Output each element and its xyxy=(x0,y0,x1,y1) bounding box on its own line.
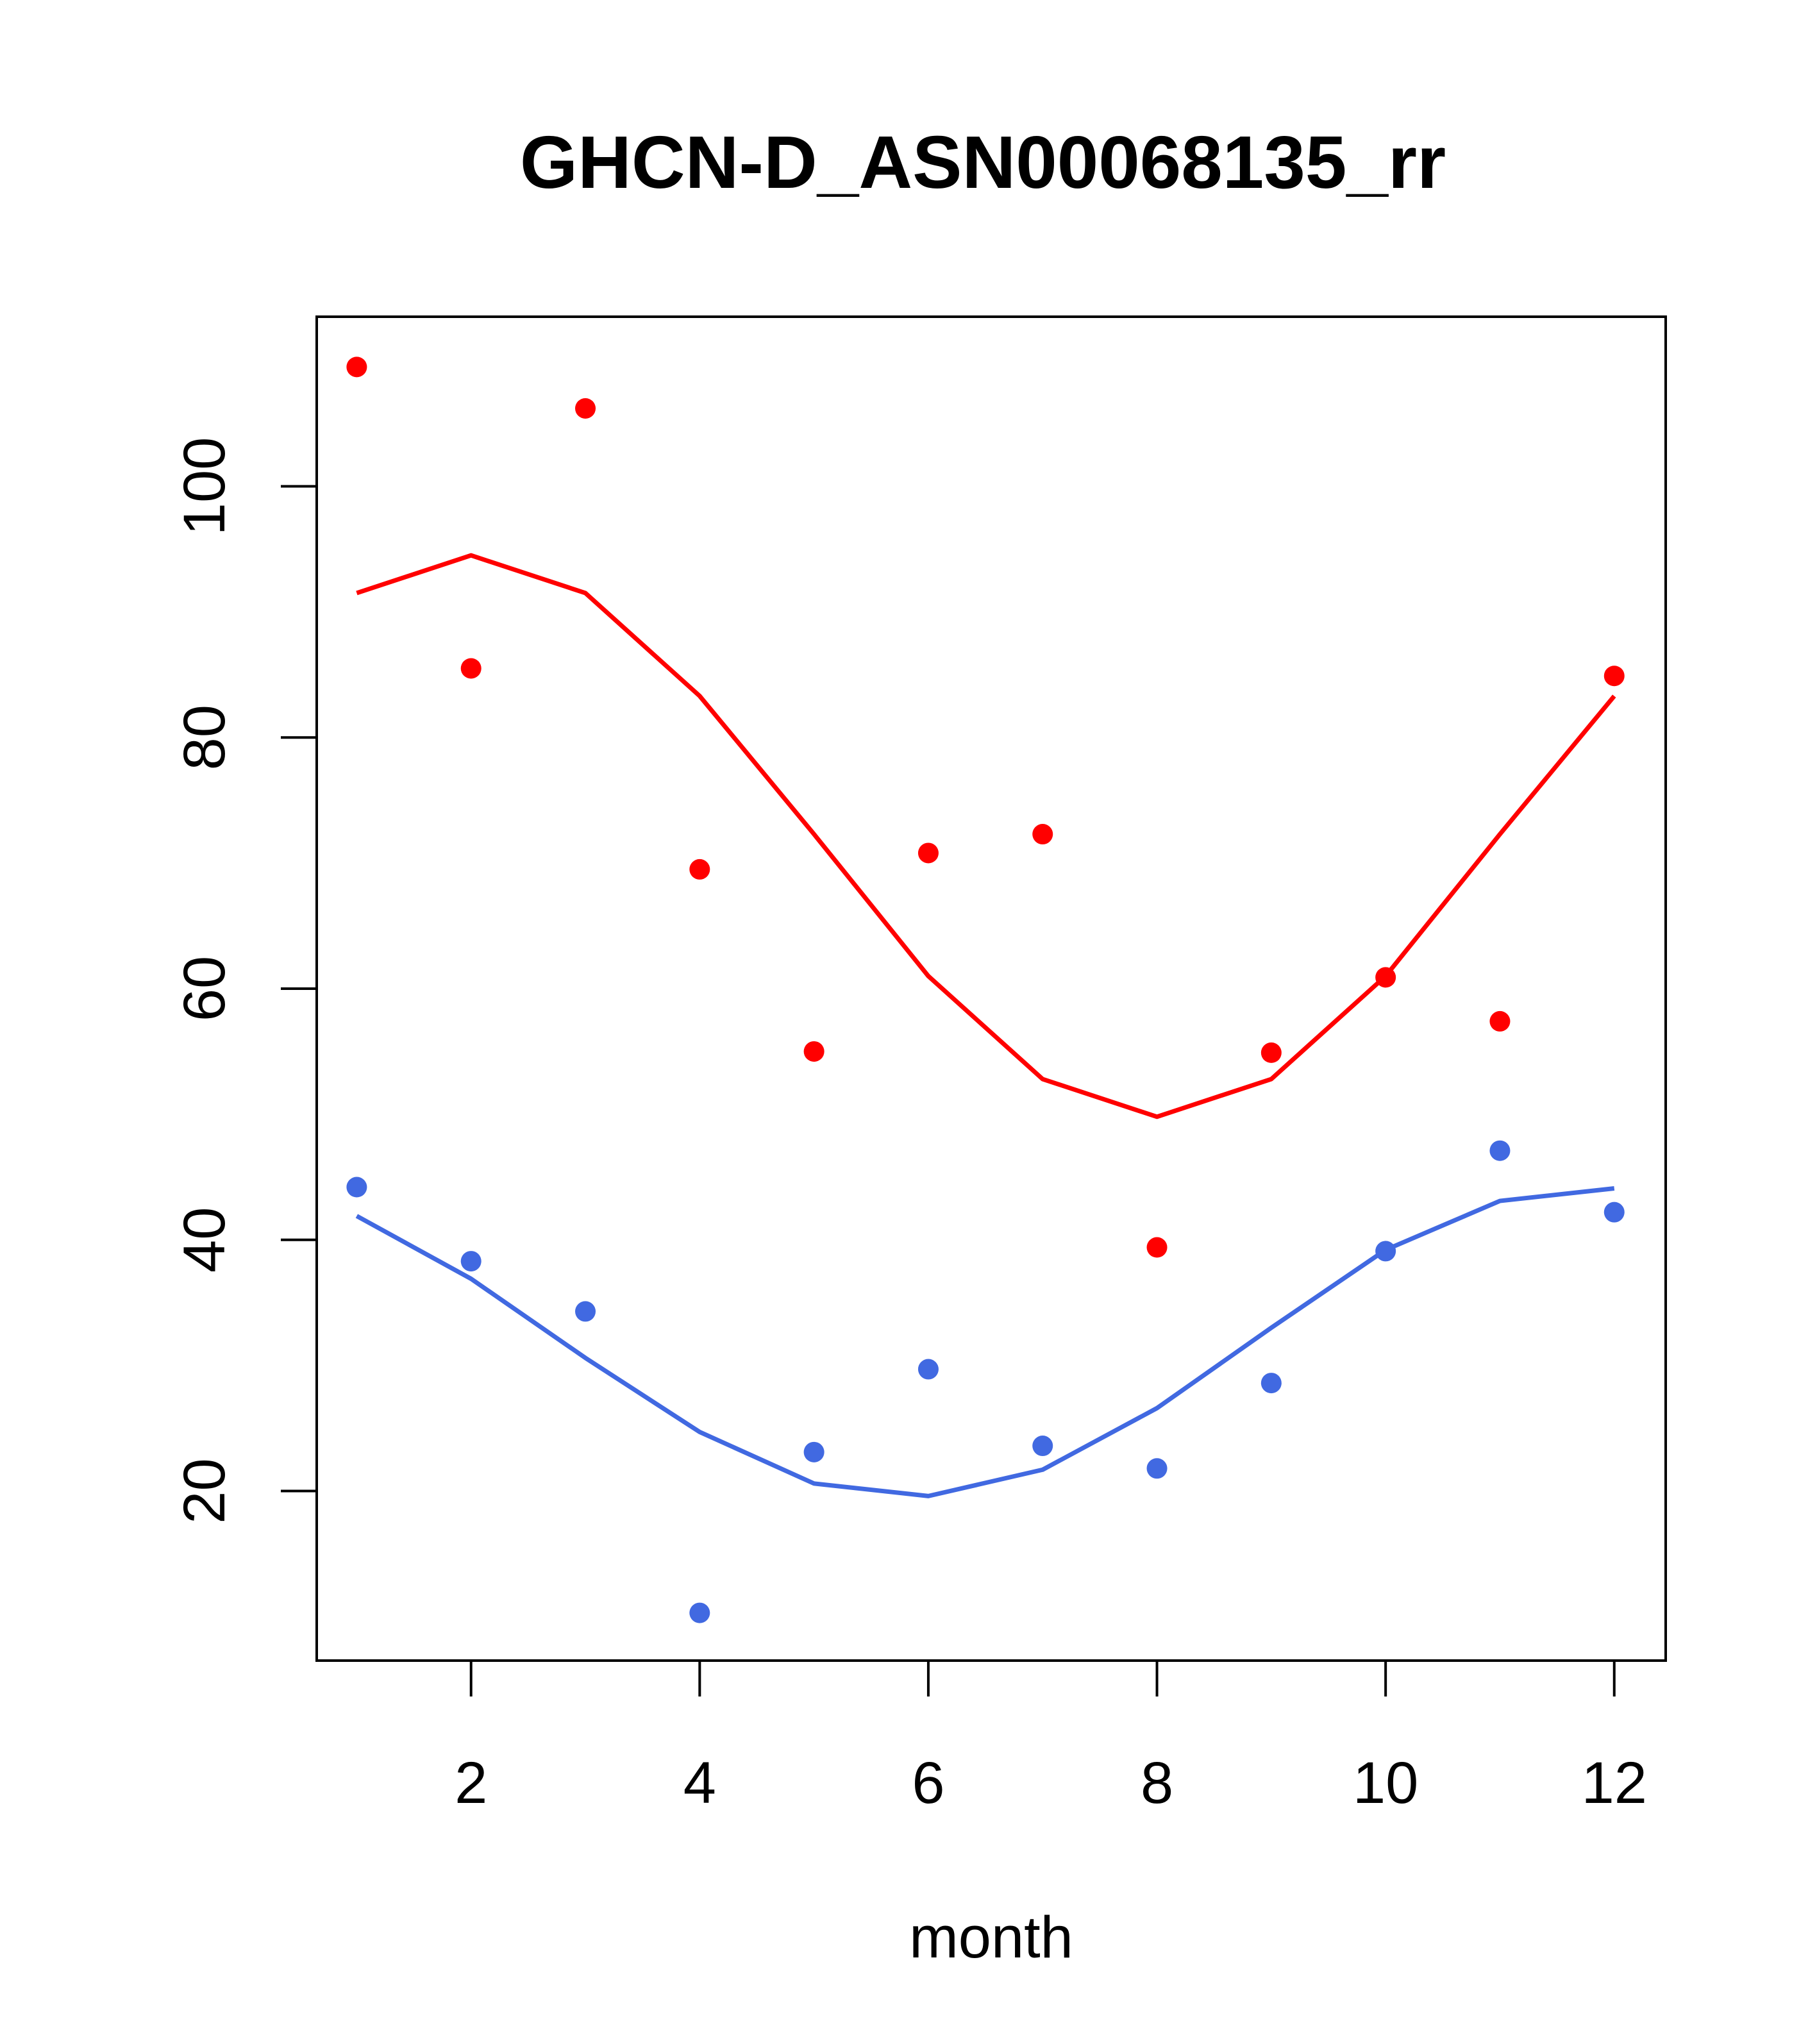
series-1-point xyxy=(1260,1373,1282,1394)
series-0-point xyxy=(1489,1010,1511,1032)
series-0-point xyxy=(1375,967,1396,988)
series-0-point xyxy=(1032,824,1053,845)
series-1-point xyxy=(917,1359,939,1380)
series-1-point xyxy=(346,1177,367,1198)
series-1-point xyxy=(1603,1202,1625,1223)
x-axis-label: month xyxy=(909,1905,1073,1970)
x-tick-label: 2 xyxy=(455,1750,487,1816)
y-tick-label: 80 xyxy=(172,705,237,770)
x-tick-label: 6 xyxy=(912,1750,944,1816)
x-axis: 2 4 6 8 10 12 xyxy=(455,1659,1647,1816)
series-layer xyxy=(346,356,1625,1623)
series-0-point xyxy=(575,398,596,419)
series-0-point xyxy=(1603,666,1625,687)
series-0-point xyxy=(917,842,939,864)
y-tick-label: 20 xyxy=(172,1458,237,1523)
chart-title: GHCN-D_ASN00068135_rr xyxy=(520,121,1446,204)
x-tick-label: 12 xyxy=(1582,1750,1647,1816)
series-1-point xyxy=(803,1441,825,1462)
series-1-point xyxy=(1375,1241,1396,1262)
y-tick-label: 40 xyxy=(172,1207,237,1273)
series-1-point xyxy=(460,1251,481,1272)
series-1-fit-line xyxy=(355,1185,1615,1498)
series-0-point xyxy=(1260,1042,1282,1063)
series-0-point xyxy=(346,356,367,378)
series-1-point xyxy=(1032,1436,1053,1457)
series-0-point xyxy=(689,859,710,880)
x-tick-label: 8 xyxy=(1141,1750,1173,1816)
y-axis: 20 40 60 80 100 xyxy=(172,437,318,1524)
y-tick-label: 100 xyxy=(172,437,237,536)
series-1-point xyxy=(1489,1140,1511,1161)
series-0-point xyxy=(803,1041,825,1062)
series-1-point xyxy=(575,1301,596,1322)
series-0-point xyxy=(460,658,481,679)
x-tick-label: 10 xyxy=(1353,1750,1418,1816)
plot-frame xyxy=(315,315,1667,1662)
series-1-point xyxy=(1146,1458,1168,1479)
series-1-point xyxy=(689,1602,710,1623)
series-0-point xyxy=(1146,1237,1168,1258)
x-tick-label: 4 xyxy=(683,1750,716,1816)
series-0-fit-line xyxy=(356,553,1616,1119)
y-tick-label: 60 xyxy=(172,956,237,1021)
